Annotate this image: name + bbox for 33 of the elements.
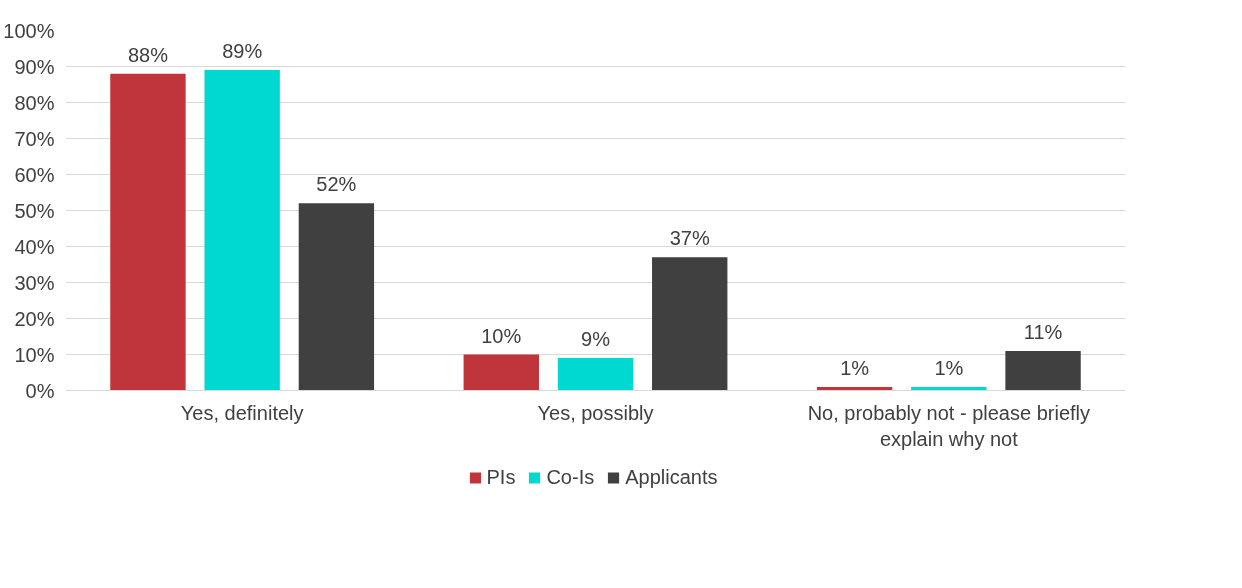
text: 52% [316,173,357,196]
text: 37% [669,227,710,250]
legend-label: Applicants [625,465,718,489]
x-tick-label: Yes, definitely [180,401,304,424]
y-tick-label: 70% [14,127,55,150]
text: 89% [222,40,263,63]
y-tick-label: 20% [14,307,55,330]
legend-label: Co-Is [546,465,595,489]
y-tick-label: 10% [14,343,55,366]
y-tick-label: 0% [25,379,55,402]
bar [298,203,375,391]
bar [204,70,280,391]
x-tick-label: Yes, possibly [537,401,654,424]
text: 10% [481,324,522,347]
y-tick-label: 80% [14,91,55,114]
bar [110,73,186,391]
bar [557,358,634,391]
bar [652,257,728,391]
y-tick-label: 40% [14,235,55,258]
y-tick-label: 100% [3,19,55,42]
y-tick-label: 60% [14,163,55,186]
x-tick-label: No, probably not - please briefly explain why not [807,401,1091,450]
legend-label: PIs [486,465,516,489]
text: 9% [581,328,610,351]
text: 88% [127,43,168,66]
text: 11% [1023,320,1063,343]
y-tick-label: 50% [14,199,55,222]
text: 1% [934,356,964,379]
bar [1005,350,1081,391]
y-tick-label: 30% [14,271,55,294]
bar [463,354,539,391]
text: 1% [840,356,870,379]
y-tick-label: 90% [14,55,55,78]
